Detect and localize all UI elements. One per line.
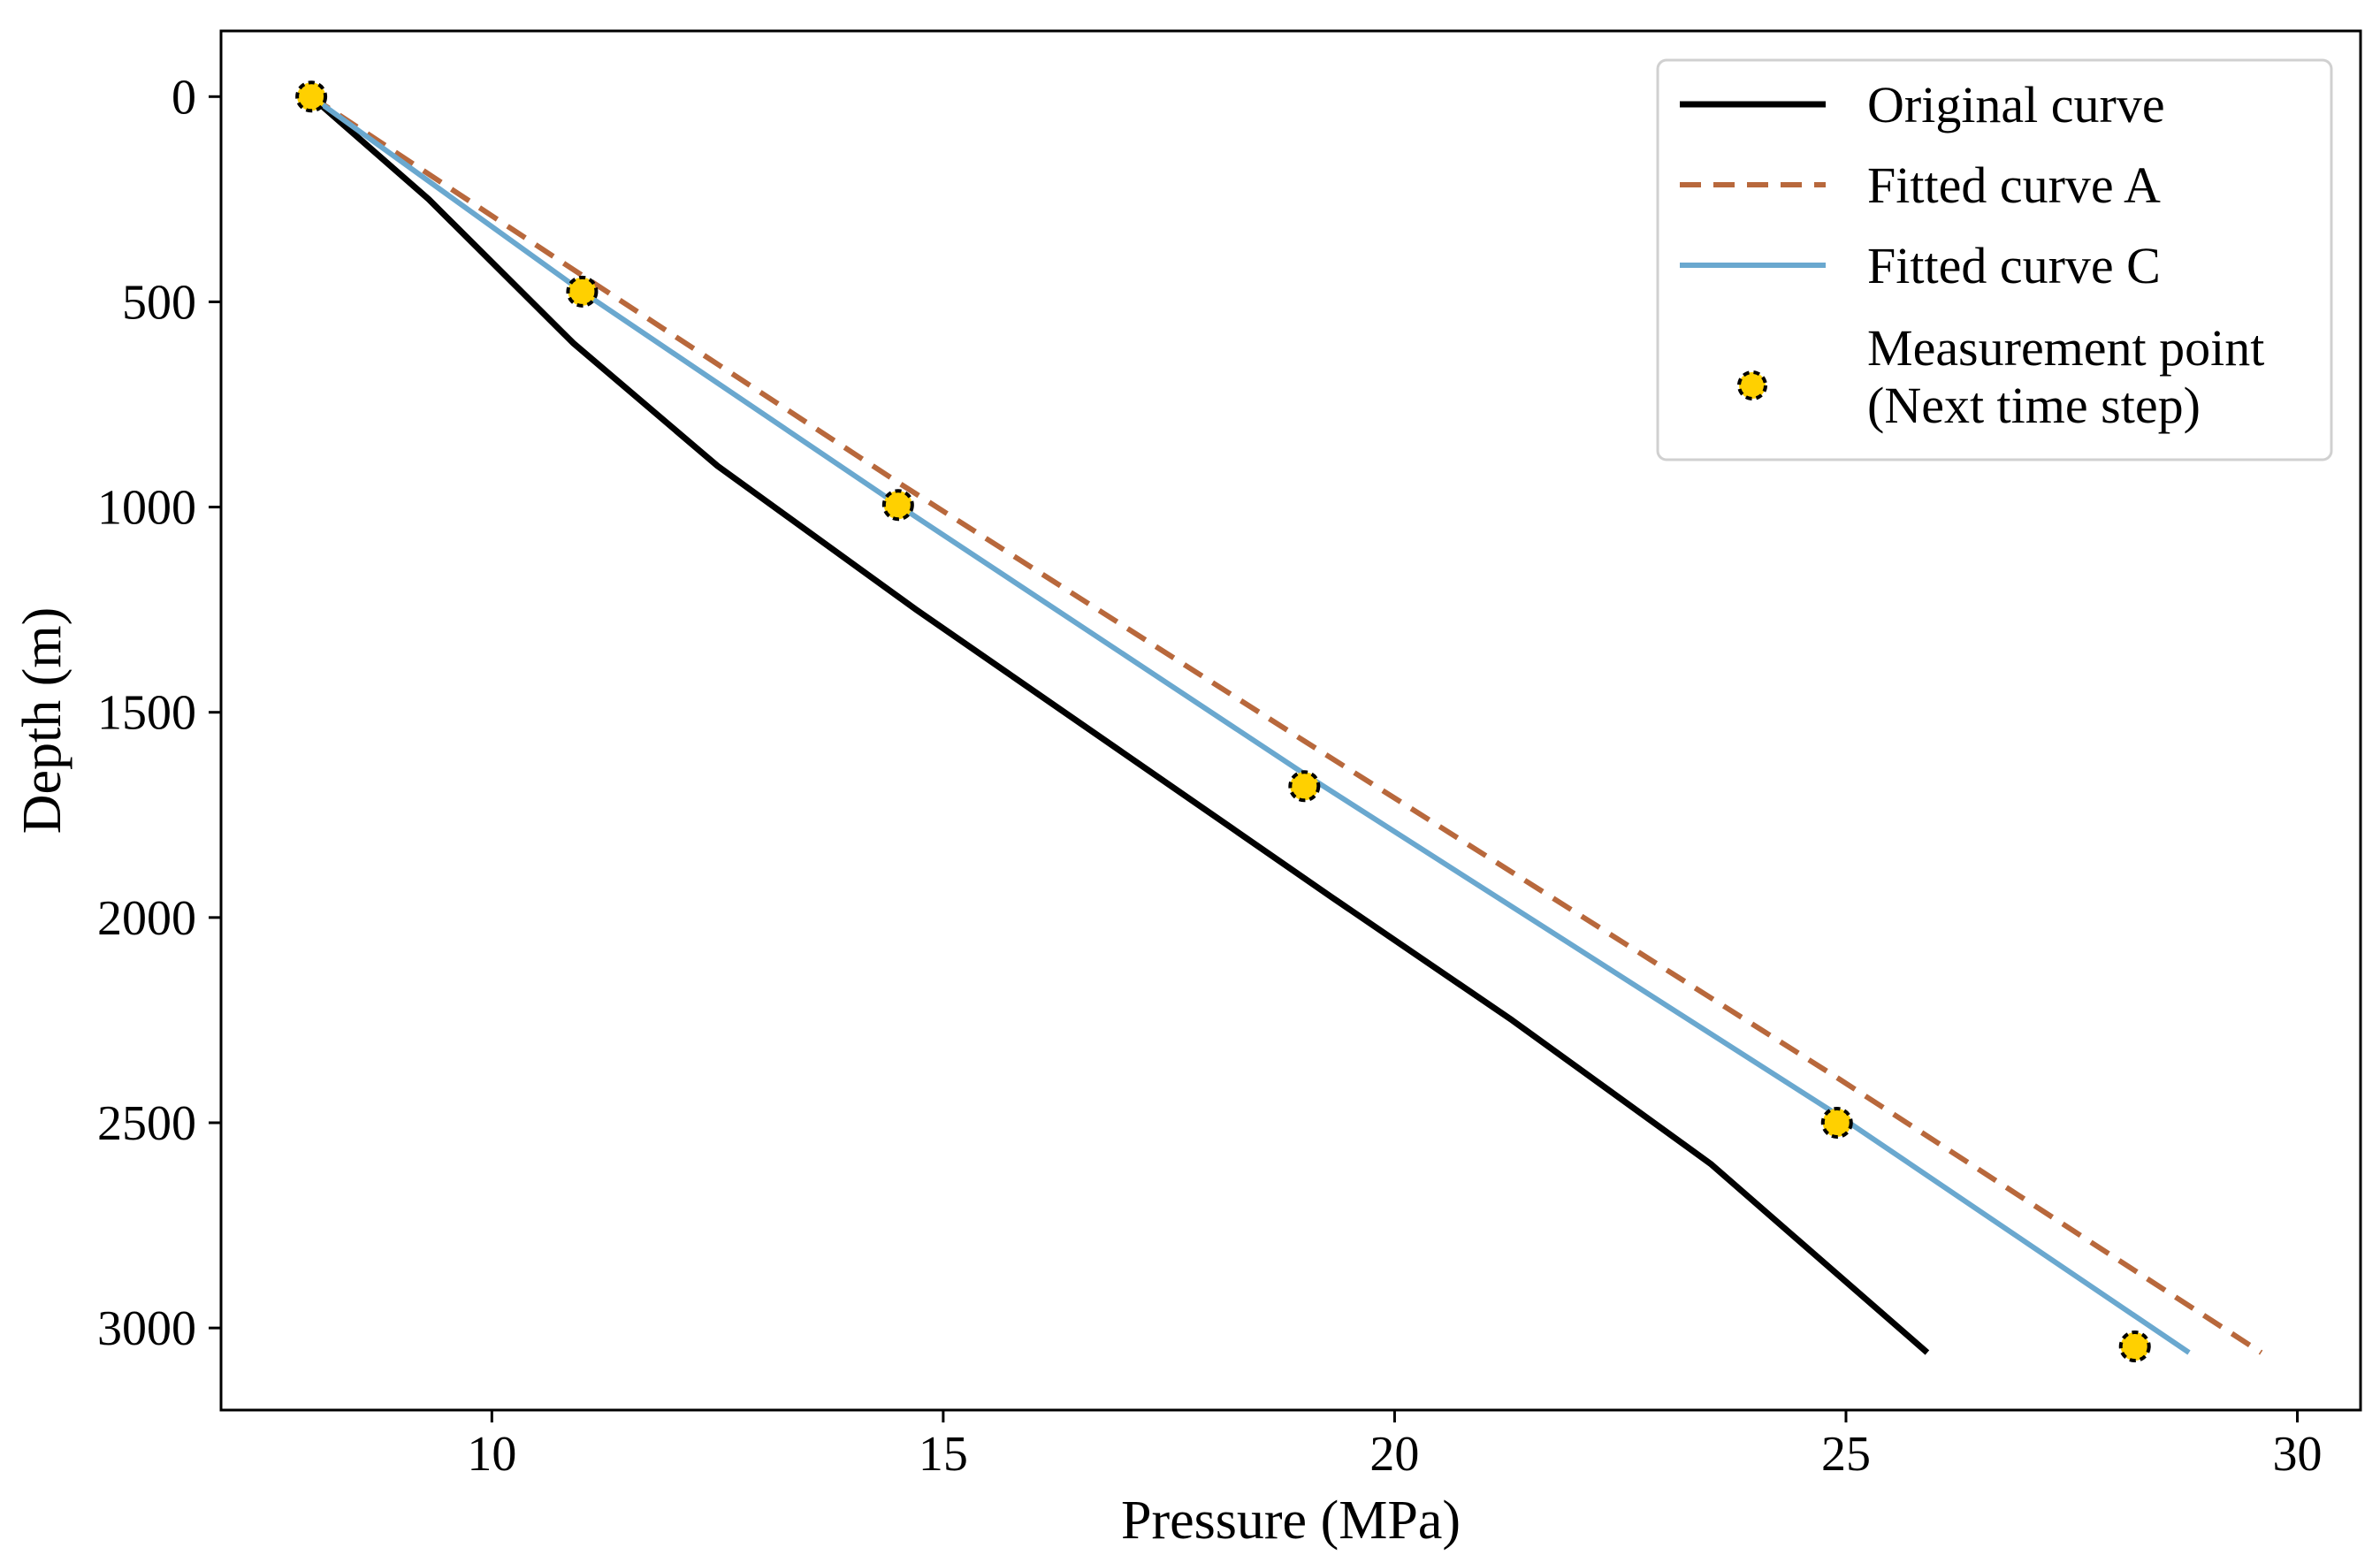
- legend-label-fitted-curve-c: Fitted curve C: [1867, 237, 2161, 294]
- y-axis-ticks: 0 500 1000 1500 2000 2500 3000: [97, 70, 221, 1356]
- measurement-point: [1820, 1107, 1853, 1139]
- legend-label-measurement-point: Measurement point: [1867, 319, 2264, 377]
- x-tick-label: 20: [1369, 1427, 1419, 1482]
- series-line-original-curve: [309, 94, 1930, 1355]
- y-tick-label: 2000: [97, 891, 196, 946]
- x-tick-label: 25: [1821, 1427, 1871, 1482]
- measurement-point: [2118, 1330, 2151, 1363]
- x-tick-label: 30: [2273, 1427, 2323, 1482]
- y-tick-label: 3000: [97, 1301, 196, 1356]
- x-axis-ticks: 10 15 20 25 30: [467, 1410, 2323, 1482]
- y-tick-label: 2500: [97, 1096, 196, 1151]
- plot-frame: [219, 29, 2362, 1412]
- x-tick-label: 15: [919, 1427, 968, 1482]
- legend-label-fitted-curve-a: Fitted curve A: [1867, 156, 2161, 214]
- x-tick-label: 10: [467, 1427, 516, 1482]
- measurement-point: [881, 489, 914, 522]
- measurement-point: [1288, 770, 1321, 803]
- legend-label-measurement-point-line2: (Next time step): [1867, 377, 2201, 434]
- y-tick-label: 1500: [97, 686, 196, 741]
- y-tick-label: 500: [122, 275, 196, 330]
- legend-label-original-curve: Original curve: [1867, 76, 2165, 133]
- measurement-point: [566, 275, 599, 308]
- legend-swatch-measurement-point: [1737, 370, 1767, 400]
- y-axis-title: Depth (m): [12, 607, 72, 835]
- series-line-fitted-curve-c: [309, 94, 2191, 1355]
- legend: Original curve Fitted curve A Fitted cur…: [1656, 58, 2333, 461]
- plot-series: [295, 80, 2263, 1363]
- x-axis-title: Pressure (MPa): [1121, 1491, 1461, 1551]
- y-tick-label: 1000: [97, 481, 196, 536]
- y-tick-label: 0: [172, 70, 196, 125]
- series-line-fitted-curve-a: [309, 94, 2263, 1355]
- legend-box: [1656, 58, 2333, 461]
- measurement-point: [295, 80, 328, 113]
